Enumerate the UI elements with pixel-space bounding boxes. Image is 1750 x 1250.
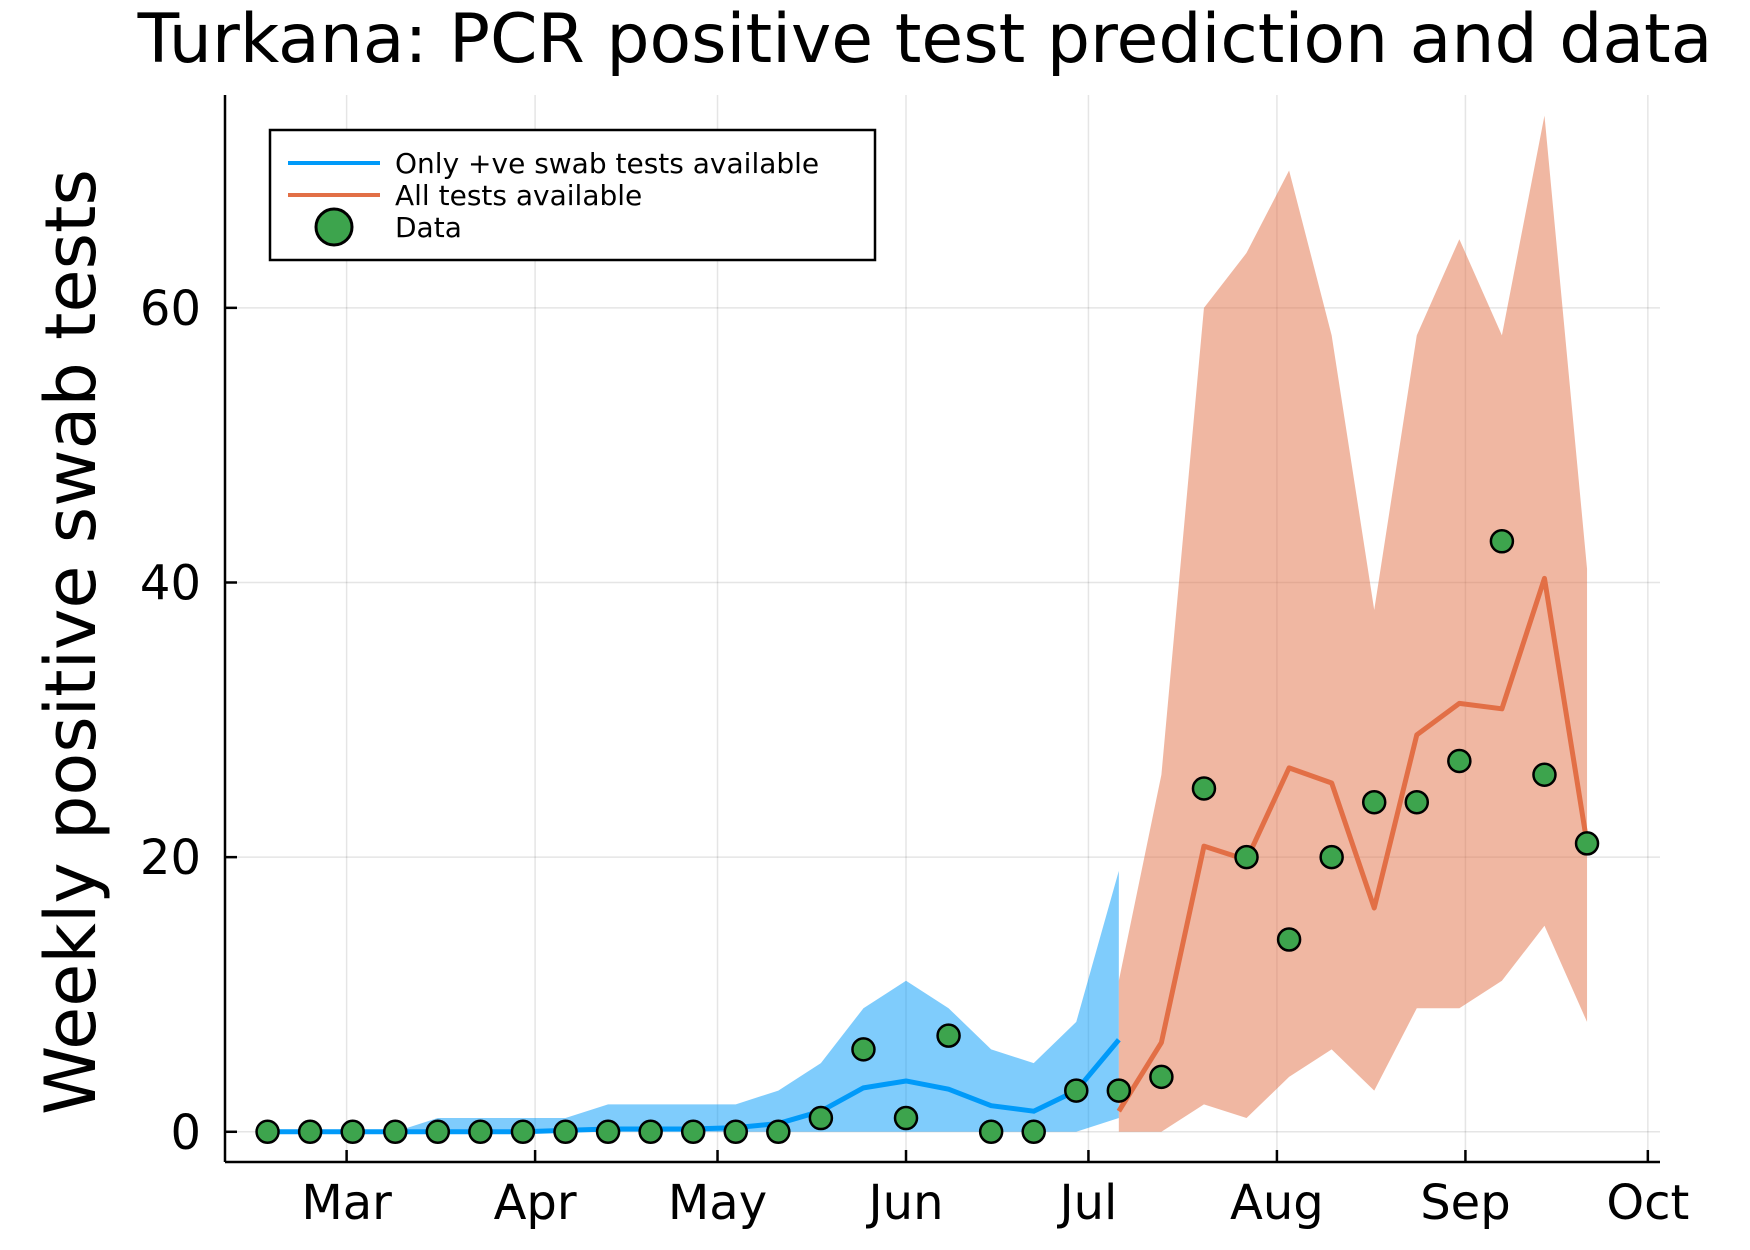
data-point-17 [978, 1119, 1004, 1145]
series-0-band [267, 870, 1119, 1132]
data-point-28 [1447, 748, 1472, 774]
data-point-16 [936, 1023, 961, 1048]
data-point-31 [1574, 831, 1600, 856]
data-point-9 [638, 1119, 663, 1145]
y-axis-label: Weekly positive swab tests [30, 169, 112, 1115]
x-tick-label-apr: Apr [494, 1175, 577, 1231]
data-point-24 [1276, 927, 1302, 952]
tick-labels: Mar Apr May Jun Jul Aug Sep Oct 0 20 40 60 [140, 281, 1689, 1231]
series-1-line [1116, 575, 1590, 1113]
data-point-15 [893, 1105, 919, 1131]
data-point-1 [297, 1119, 323, 1145]
axes [223, 95, 1660, 1164]
legend-label-0: Only +ve swab tests available [395, 147, 819, 180]
data-point-12 [766, 1119, 791, 1145]
data-point-21 [1149, 1064, 1174, 1090]
data-points [255, 529, 1600, 1145]
data-point-7 [553, 1119, 578, 1145]
y-tick-label-20: 20 [140, 830, 201, 886]
series-1-band [1118, 115, 1588, 1132]
data-point-5 [468, 1119, 493, 1145]
data-point-19 [1064, 1078, 1089, 1103]
prediction-bands [267, 115, 1588, 1132]
data-point-25 [1319, 844, 1344, 870]
data-point-26 [1361, 789, 1387, 815]
data-point-4 [425, 1119, 451, 1145]
data-point-0 [255, 1119, 280, 1145]
data-point-14 [851, 1037, 876, 1062]
data-point-27 [1404, 789, 1430, 815]
y-tick-label-60: 60 [140, 281, 201, 337]
legend-swatch-2 [314, 207, 354, 247]
legend-label-1: All tests available [395, 179, 642, 212]
legend-label-2: Data [395, 211, 462, 244]
y-tick-label-40: 40 [140, 555, 201, 611]
data-point-22 [1191, 776, 1217, 801]
data-point-20 [1106, 1078, 1132, 1103]
data-point-10 [680, 1119, 706, 1145]
x-tick-label-may: May [668, 1175, 767, 1231]
data-point-13 [808, 1105, 834, 1131]
data-point-18 [1021, 1119, 1046, 1145]
data-point-2 [340, 1119, 365, 1145]
x-tick-label-mar: Mar [301, 1175, 392, 1231]
x-tick-label-sep: Sep [1420, 1175, 1510, 1231]
data-point-23 [1234, 844, 1259, 870]
data-point-3 [383, 1119, 408, 1145]
data-point-11 [723, 1119, 749, 1145]
x-tick-label-oct: Oct [1606, 1175, 1689, 1231]
chart-title: Turkana: PCR positive test prediction an… [137, 0, 1713, 79]
x-tick-label-jul: Jul [1056, 1175, 1117, 1231]
x-tick-label-aug: Aug [1230, 1175, 1324, 1231]
data-point-6 [510, 1119, 536, 1145]
data-point-8 [595, 1119, 621, 1145]
data-point-29 [1489, 529, 1515, 554]
y-tick-label-0: 0 [170, 1105, 201, 1161]
data-point-30 [1532, 762, 1557, 787]
x-tick-label-jun: Jun [866, 1175, 944, 1231]
